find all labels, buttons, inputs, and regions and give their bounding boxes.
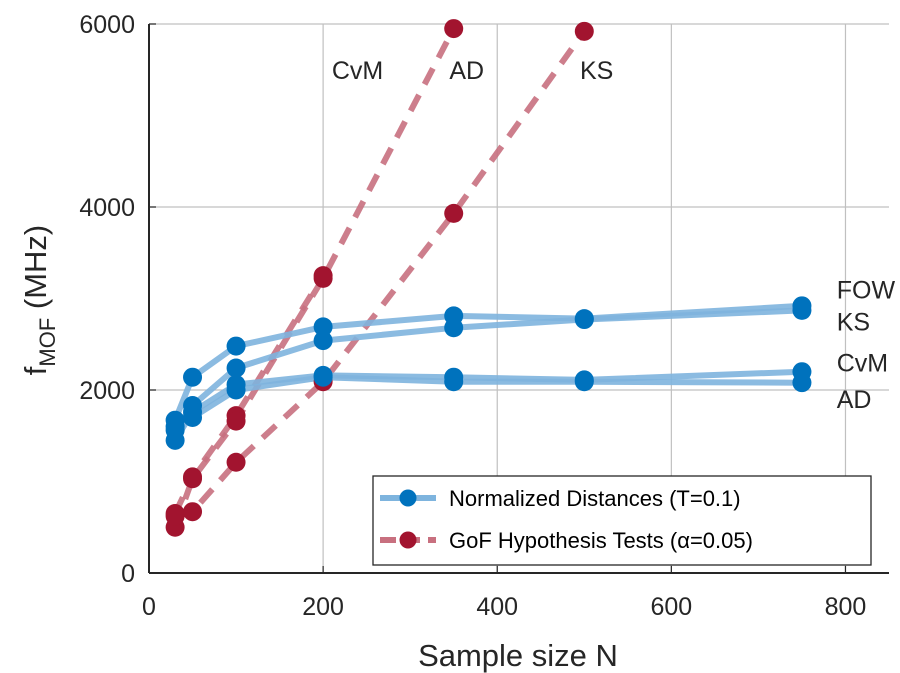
y-tick-label: 6000 [79, 11, 135, 39]
data-point-normalized-ks [226, 358, 246, 378]
data-point-normalized-ad [183, 407, 203, 427]
x-tick-label: 600 [650, 593, 692, 621]
x-axis-title: Sample size N [418, 638, 618, 673]
y-axis-title-subscript: MOF [35, 318, 60, 367]
data-point-gof-ad [183, 469, 203, 489]
y-tick-label: 2000 [79, 377, 135, 405]
x-tick-label: 400 [476, 593, 518, 621]
annotation-label: AD [837, 386, 872, 414]
x-tick-label: 800 [825, 593, 867, 621]
y-axis-title-unit: (MHz) [18, 225, 53, 318]
annotation-label: KS [580, 57, 613, 85]
legend-label-gof: GoF Hypothesis Tests (α=0.05) [449, 528, 753, 553]
data-point-gof-ad [444, 19, 464, 39]
annotation-label: CvM [837, 350, 888, 378]
data-point-normalized-ad [165, 417, 185, 437]
data-point-normalized-fow [313, 317, 333, 337]
data-point-normalized-fow [183, 367, 203, 387]
y-tick-label: 0 [121, 560, 135, 588]
data-point-normalized-ad [792, 373, 812, 393]
grid [149, 23, 889, 573]
x-tick-label: 0 [142, 593, 156, 621]
data-point-gof-ks [165, 506, 185, 526]
series-layer [165, 19, 812, 537]
data-point-normalized-fow [226, 336, 246, 356]
axes: 0 200 400 600 800 0 2000 4000 6000 [79, 11, 889, 621]
legend-label-normalized: Normalized Distances (T=0.1) [449, 486, 741, 511]
data-point-normalized-ks [574, 310, 594, 330]
data-point-normalized-cvm [165, 430, 185, 450]
annotation-label: AD [449, 57, 484, 85]
data-point-gof-ks [183, 502, 203, 522]
data-point-gof-ks [226, 452, 246, 472]
data-point-gof-ks [444, 203, 464, 223]
data-point-normalized-ks [313, 331, 333, 351]
data-point-gof-ks [574, 21, 594, 41]
x-tick-label: 200 [302, 593, 344, 621]
legend: Normalized Distances (T=0.1) GoF Hypothe… [372, 475, 872, 566]
data-point-normalized-ks [444, 318, 464, 338]
data-point-gof-ad [226, 411, 246, 431]
data-point-normalized-ks [792, 300, 812, 320]
data-point-normalized-ad [574, 372, 594, 392]
y-axis-title: fMOF (MHz) [18, 225, 60, 376]
y-tick-label: 4000 [79, 194, 135, 222]
data-point-gof-ad [313, 268, 333, 288]
annotation-label: KS [837, 308, 870, 336]
series-line-gof-ks [174, 29, 587, 520]
data-point-normalized-ad [226, 380, 246, 400]
annotations: FOW KS CvM AD CvM AD KS [332, 57, 896, 414]
data-point-normalized-ad [444, 372, 464, 392]
legend-marker-gof [399, 531, 417, 549]
data-point-normalized-ad [313, 367, 333, 387]
annotation-label: CvM [332, 57, 383, 85]
annotation-label: FOW [837, 276, 896, 304]
legend-marker-normalized [399, 489, 417, 507]
series-line-normalized-ad [173, 374, 802, 430]
y-axis-title-main: f [18, 366, 53, 375]
legend-box [372, 475, 872, 566]
